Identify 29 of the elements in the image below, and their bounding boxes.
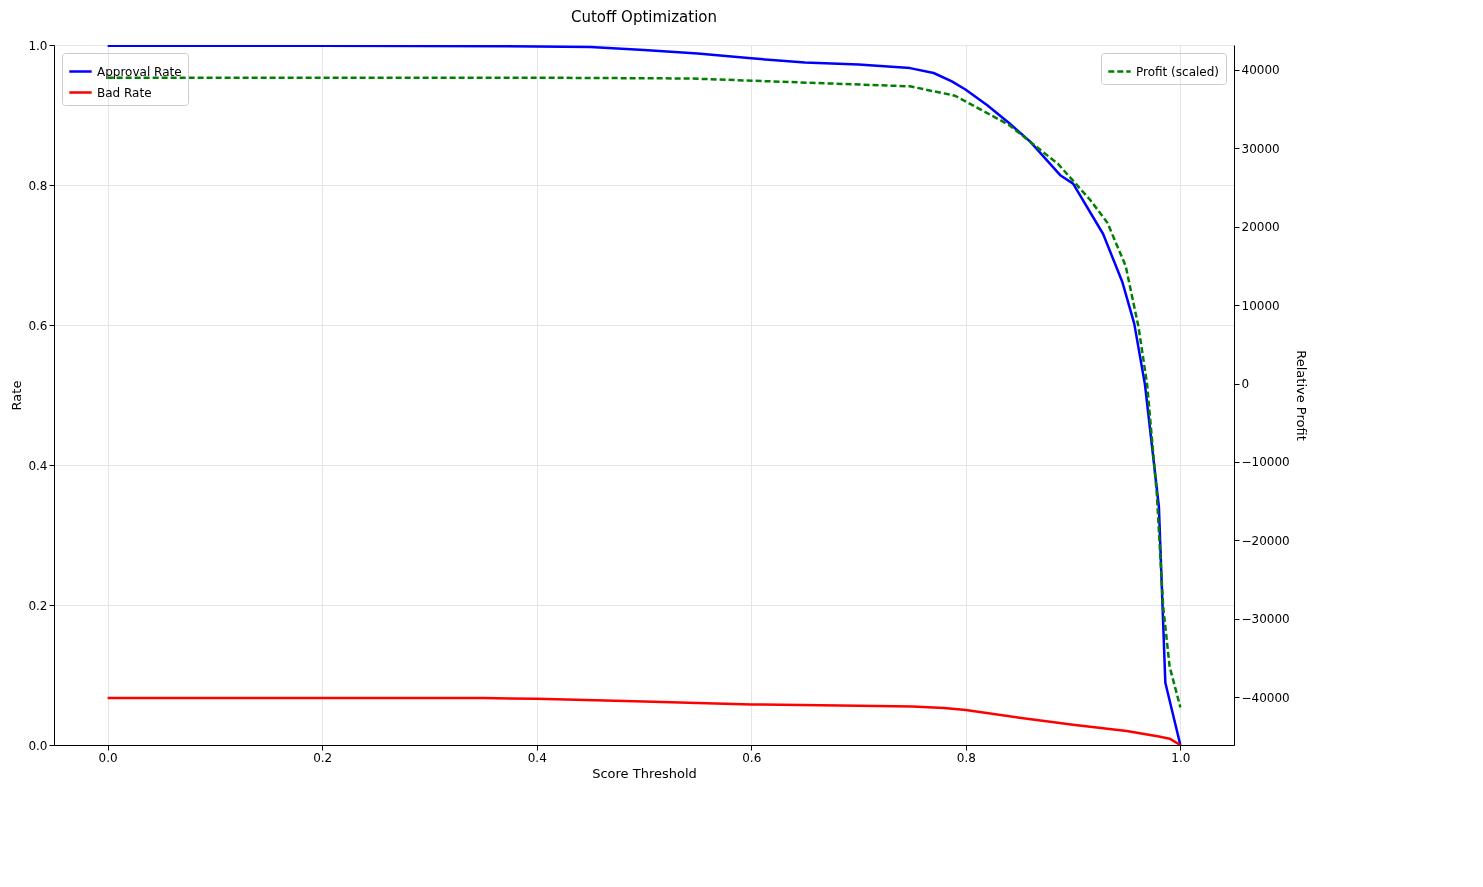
y-tick-label: 0.0	[28, 738, 48, 753]
x-tick-label: 0.6	[742, 750, 762, 765]
x-axis-title: Score Threshold	[592, 765, 697, 781]
x-tick-label: 0.8	[956, 750, 976, 765]
legend-label: Profit (scaled)	[1136, 64, 1220, 79]
x-tick-label: 0.0	[98, 750, 118, 765]
y-tick-label: 1.0	[28, 38, 48, 53]
y2-tick-label: −20000	[1241, 533, 1290, 548]
y2-tick-label: 40000	[1241, 63, 1280, 78]
y2-tick-label: −30000	[1241, 612, 1290, 627]
line-series	[106, 696, 1182, 745]
legend-label: Approval Rate	[97, 64, 182, 79]
y2-tick-label: 30000	[1241, 141, 1280, 156]
y2-axis-title: Relative Profit	[1293, 350, 1309, 441]
x-tick-label: 0.4	[527, 750, 547, 765]
y2-tick-label: 0	[1241, 377, 1250, 392]
y2-tick-label: −10000	[1241, 455, 1290, 470]
x-tick-label: 0.2	[313, 750, 333, 765]
chart-title: Cutoff Optimization	[570, 8, 718, 26]
y-tick-label: 0.8	[28, 178, 48, 193]
y-axis-title: Rate	[9, 380, 25, 411]
x-tick-label: 1.0	[1171, 750, 1191, 765]
y-tick-label: 0.2	[28, 598, 48, 613]
legend-label: Bad Rate	[97, 85, 152, 100]
y2-tick-label: 20000	[1241, 220, 1280, 235]
y2-tick-label: 10000	[1241, 298, 1280, 313]
y2-tick-label: −40000	[1241, 690, 1290, 705]
y-tick-label: 0.4	[28, 458, 48, 473]
y-tick-label: 0.6	[28, 318, 48, 333]
